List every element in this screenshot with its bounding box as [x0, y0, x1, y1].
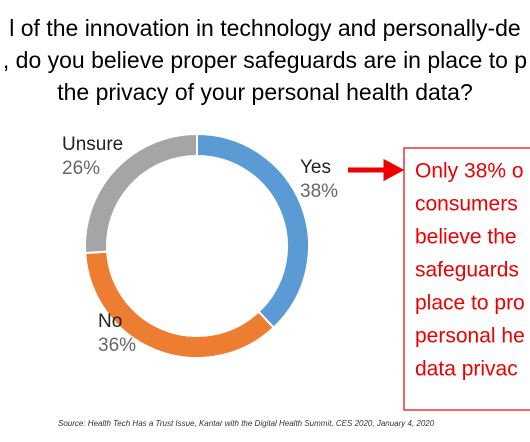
- callout-line: Only 38% o: [415, 160, 524, 183]
- category-label: No: [98, 311, 122, 332]
- value-label: 36%: [98, 335, 136, 356]
- callout-line: personal he: [415, 325, 525, 348]
- callout-line: believe the: [415, 226, 517, 249]
- donut-segment: [84, 132, 198, 255]
- callout-line: data privac: [415, 358, 518, 381]
- callout-line: consumers: [415, 193, 518, 216]
- callout-line: safeguards: [415, 259, 519, 282]
- title-line: , do you believe proper safeguards are i…: [3, 47, 527, 73]
- category-label: Unsure: [62, 134, 123, 155]
- callout-box: [403, 147, 530, 411]
- arrow: [348, 158, 405, 182]
- category-label: Yes: [300, 157, 331, 178]
- callout-line: place to pro: [415, 292, 525, 315]
- title-line: the privacy of your personal health data…: [57, 79, 473, 105]
- value-label: 26%: [62, 158, 100, 179]
- value-label: 38%: [300, 181, 338, 202]
- title-line: l of the innovation in technology and pe…: [9, 15, 520, 41]
- source: Source: Health Tech Has a Trust Issue, K…: [58, 419, 435, 428]
